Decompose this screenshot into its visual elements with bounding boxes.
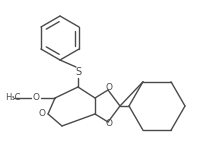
Text: O: O — [105, 120, 112, 128]
Text: O: O — [38, 110, 46, 118]
Text: O: O — [105, 83, 112, 93]
Text: H₃C: H₃C — [5, 93, 21, 101]
Text: S: S — [75, 67, 81, 77]
Text: O: O — [32, 93, 39, 103]
